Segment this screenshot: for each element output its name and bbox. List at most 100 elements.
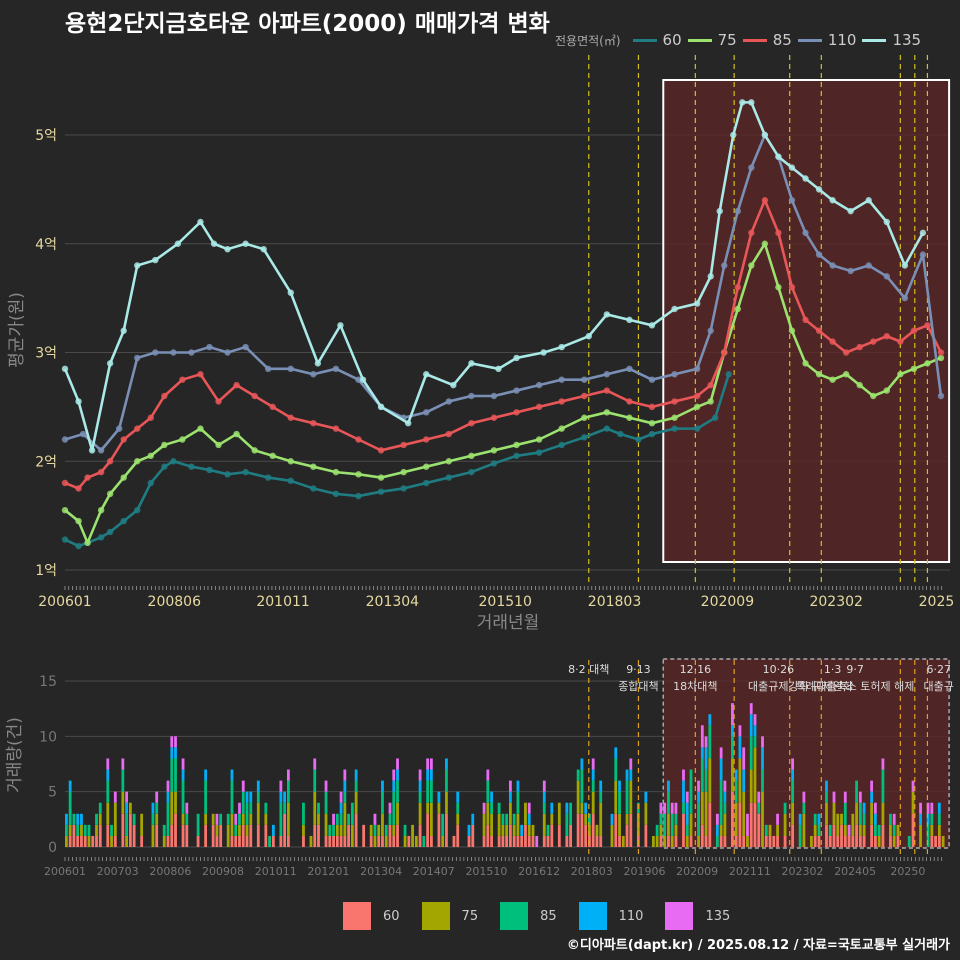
data-point-135	[648, 322, 656, 329]
data-point-75	[626, 414, 633, 421]
volume-bar-85	[65, 824, 68, 836]
volume-bar-60	[783, 835, 787, 847]
volume-y-axis-label: 거래량(건)	[5, 717, 25, 793]
volume-legend-swatch	[578, 902, 607, 930]
volume-bar-75	[414, 835, 418, 847]
volume-bar-110	[738, 736, 742, 759]
volume-bar-135	[287, 769, 290, 781]
data-point-75	[761, 240, 769, 247]
volume-bar-60	[873, 835, 877, 847]
data-point-110	[748, 164, 755, 171]
volume-bar-60	[509, 824, 512, 847]
volume-bar-60	[339, 835, 343, 847]
volume-bar-60	[614, 813, 618, 847]
volume-bar-75	[80, 824, 83, 836]
policy-annotation: 9·7	[846, 663, 864, 676]
volume-bar-110	[919, 813, 922, 825]
volume-bar-85	[381, 791, 384, 814]
volume-bar-75	[140, 813, 144, 836]
volume-bar-75	[445, 791, 448, 814]
volume-bar-135	[697, 780, 700, 792]
data-point-85	[61, 479, 69, 487]
data-point-110	[626, 365, 633, 373]
volume-x-tick: 202405	[834, 865, 876, 878]
volume-bar-75	[509, 802, 512, 825]
volume-bar-85	[591, 780, 595, 792]
y-tick-label: 3억	[35, 346, 57, 362]
data-point-60	[224, 471, 231, 478]
data-point-110	[919, 251, 927, 258]
volume-bar-85	[226, 813, 230, 825]
volume-bar-75	[580, 802, 584, 814]
data-point-75	[788, 327, 796, 334]
volume-bar-60	[930, 835, 934, 847]
volume-bar-110	[445, 758, 448, 770]
data-point-85	[445, 430, 453, 438]
data-point-60	[206, 466, 213, 474]
volume-bar-85	[264, 802, 268, 814]
volume-bar-75	[490, 813, 493, 836]
volume-bar-75	[396, 802, 399, 825]
data-point-75	[558, 425, 565, 432]
volume-bar-60	[565, 835, 569, 847]
volume-bar-135	[919, 802, 922, 814]
data-point-75	[197, 425, 204, 432]
volume-bar-85	[373, 824, 377, 836]
data-point-135	[716, 207, 723, 215]
data-point-85	[423, 436, 430, 443]
volume-bar-75	[629, 780, 633, 814]
volume-bar-60	[215, 835, 219, 847]
data-point-135	[314, 360, 322, 367]
volume-bar-60	[283, 813, 287, 847]
volume-bar-75	[317, 813, 320, 825]
volume-bar-60	[858, 835, 862, 847]
volume-bar-110	[817, 813, 821, 825]
x-tick-label: 201510	[479, 594, 532, 610]
volume-bar-85	[828, 824, 832, 836]
volume-bar-75	[441, 835, 445, 847]
volume-bar-110	[271, 824, 275, 836]
volume-bar-60	[828, 835, 832, 847]
volume-bar-60	[896, 835, 900, 847]
volume-bar-75	[384, 835, 388, 847]
data-point-75	[671, 414, 678, 421]
volume-bar-110	[527, 813, 531, 825]
data-point-60	[120, 517, 127, 525]
volume-bar-135	[343, 769, 347, 781]
volume-bar-85	[490, 802, 493, 814]
data-point-135	[901, 262, 909, 269]
volume-bar-60	[113, 835, 117, 847]
volume-bar-135	[704, 736, 708, 748]
volume-bar-60	[377, 835, 381, 847]
data-point-85	[558, 398, 565, 405]
volume-bar-110	[516, 780, 520, 792]
volume-bar-85	[181, 780, 185, 814]
volume-bar-75	[719, 824, 723, 836]
data-point-75	[215, 441, 222, 449]
volume-bar-75	[813, 824, 817, 836]
data-point-135	[775, 153, 782, 160]
volume-bar-85	[162, 824, 166, 836]
volume-bar-85	[892, 824, 896, 836]
volume-bar-75	[230, 813, 234, 836]
data-point-60	[400, 485, 407, 492]
data-point-85	[693, 392, 701, 400]
volume-legend-item-135: 135	[665, 902, 730, 930]
volume-bar-85	[396, 780, 399, 803]
volume-bar-75	[776, 824, 779, 836]
data-point-85	[937, 349, 945, 356]
data-point-135	[120, 327, 127, 334]
volume-bar-110	[742, 769, 746, 792]
volume-bar-75	[87, 835, 91, 847]
volume-bar-60	[588, 835, 591, 847]
data-point-110	[287, 365, 294, 373]
volume-bar-110	[685, 802, 689, 825]
volume-bar-85	[106, 780, 110, 803]
data-point-85	[468, 419, 475, 427]
data-point-85	[581, 392, 588, 400]
data-point-60	[635, 436, 642, 443]
x-tick-label: 200806	[148, 594, 202, 610]
volume-bar-85	[249, 802, 253, 814]
data-point-85	[84, 474, 91, 481]
volume-bar-85	[335, 813, 339, 825]
